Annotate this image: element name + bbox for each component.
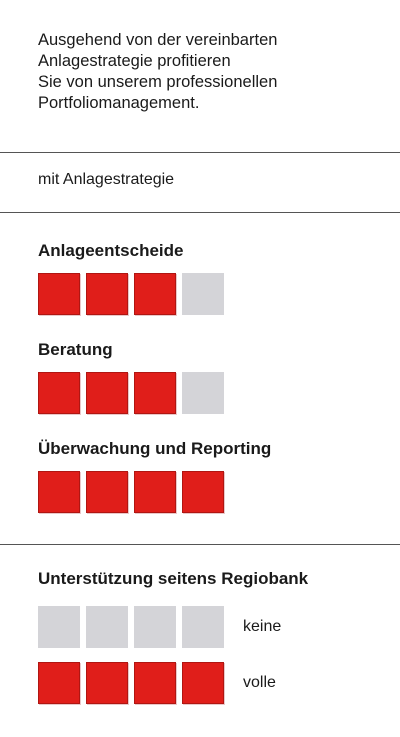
support-heading: Unterstützung seitens Regiobank	[38, 569, 309, 588]
rating-heading-anlageentscheide: Anlageentscheide	[38, 241, 184, 260]
rating-square-filled	[86, 372, 128, 414]
rating-square-empty	[182, 372, 224, 414]
rating-square-empty	[182, 273, 224, 315]
strategy-label: mit Anlagestrategie	[38, 171, 175, 188]
intro-line: Anlagestrategie profitieren	[38, 52, 231, 70]
rating-square-filled	[38, 471, 80, 513]
legend-rating-keine	[38, 606, 224, 648]
legend-rating-volle	[38, 662, 224, 704]
rating-square-filled	[134, 471, 176, 513]
rating-square-empty	[182, 606, 224, 648]
rating-square-filled	[134, 662, 176, 704]
divider	[0, 212, 400, 213]
rating-square-filled	[38, 662, 80, 704]
rating-heading-ueberwachung-reporting: Überwachung und Reporting	[38, 439, 272, 458]
rating-square-filled	[86, 273, 128, 315]
rating-anlageentscheide	[38, 273, 224, 315]
rating-square-filled	[86, 662, 128, 704]
divider	[0, 152, 400, 153]
divider	[0, 544, 400, 545]
rating-square-empty	[86, 606, 128, 648]
rating-square-filled	[134, 372, 176, 414]
rating-square-filled	[182, 662, 224, 704]
rating-square-filled	[182, 471, 224, 513]
rating-square-filled	[38, 372, 80, 414]
rating-square-empty	[134, 606, 176, 648]
intro-line: Sie von unserem professionellen	[38, 73, 278, 91]
intro-line: Ausgehend von der vereinbarten	[38, 31, 278, 49]
legend-label-keine: keine	[243, 618, 282, 635]
rating-square-empty	[38, 606, 80, 648]
intro-line: Portfoliomanagement.	[38, 94, 200, 112]
rating-heading-beratung: Beratung	[38, 340, 113, 359]
rating-beratung	[38, 372, 224, 414]
legend-label-volle: volle	[243, 674, 276, 691]
rating-ueberwachung-reporting	[38, 471, 224, 513]
intro-text: Ausgehend von der vereinbarten Anlagestr…	[38, 30, 378, 114]
rating-square-filled	[134, 273, 176, 315]
rating-square-filled	[86, 471, 128, 513]
rating-square-filled	[38, 273, 80, 315]
